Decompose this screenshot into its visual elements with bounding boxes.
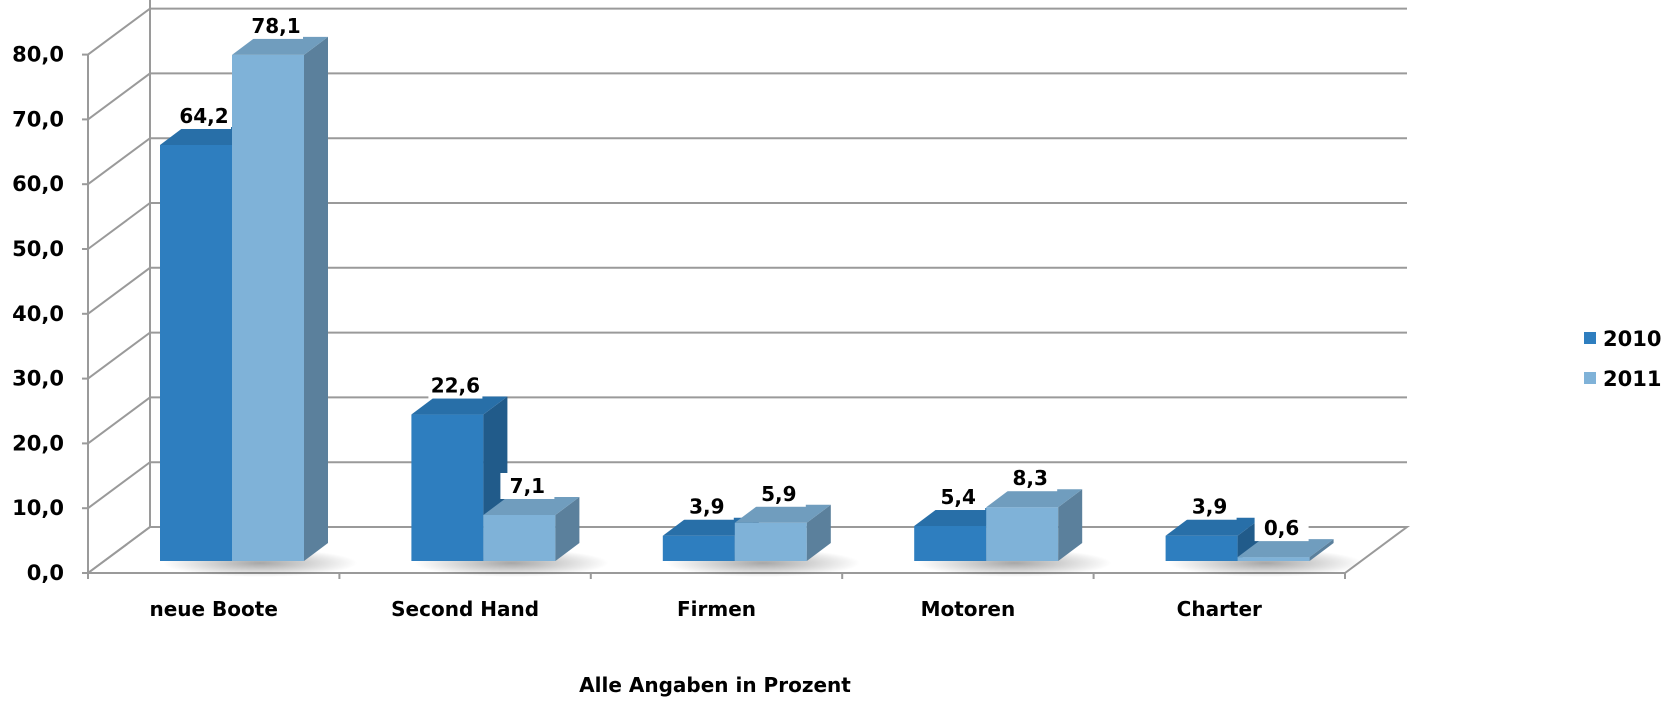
data-label: 5,9 (761, 482, 796, 506)
gridline (87, 396, 1407, 445)
data-label: 64,2 (179, 104, 228, 128)
y-tick-label: 50,0 (12, 237, 64, 261)
bar-top (1237, 539, 1334, 558)
axes (82, 53, 1411, 579)
data-label: 78,1 (251, 14, 300, 38)
data-labels: 64,2 78,1 22,6 7,1 3,9 5,9 5,4 8,3 3,9 0,6 (177, 12, 1309, 542)
bar-side (555, 496, 580, 561)
data-label-bg (428, 372, 483, 399)
x-category-labels: neue Boote Second Hand Firmen Motoren Charte… (149, 597, 1262, 621)
bar-front (160, 144, 232, 561)
x-category-label: Charter (1177, 597, 1262, 621)
bar-side (304, 36, 328, 562)
y-tick-label: 40,0 (12, 302, 64, 326)
y-tick-label: 70,0 (12, 107, 64, 131)
bar-front (1165, 535, 1238, 561)
y-tick-label: 20,0 (12, 431, 64, 455)
gridline (87, 202, 1407, 250)
y-tick-label: 0,0 (27, 561, 64, 585)
legend-label-2010: 2010 (1603, 327, 1661, 351)
data-label: 3,9 (1192, 495, 1227, 519)
bar-top (483, 496, 580, 515)
gridline (87, 461, 1407, 510)
bar-front (411, 414, 484, 561)
gridline (87, 331, 1407, 380)
bar-front (1237, 557, 1310, 561)
data-label-bg (679, 493, 734, 520)
legend-swatch-2010 (1584, 332, 1596, 344)
y-tick-labels: 0,0 10,0 20,0 30,0 40,0 50,0 60,0 70,0 80,0 (12, 43, 64, 585)
bar-top (734, 504, 831, 523)
bar-front (986, 507, 1059, 561)
bar-2011-firmen (734, 504, 831, 561)
bar-top (986, 489, 1083, 508)
y-tick-label: 30,0 (12, 367, 64, 391)
floor (84, 526, 1411, 574)
data-label-bg (751, 480, 806, 507)
data-label-bg (1003, 465, 1058, 492)
bar-2011-charter (1237, 539, 1334, 561)
x-category-label: Firmen (677, 597, 756, 621)
bar-2011-motoren (986, 489, 1083, 561)
data-label-bg (177, 102, 231, 129)
bar-top (411, 396, 508, 415)
bar-2011-neue-boote (232, 36, 328, 562)
x-category-label: neue Boote (149, 597, 277, 621)
bar-front (483, 514, 556, 561)
bar-front (734, 522, 807, 561)
x-axis-title: Alle Angaben in Prozent (579, 673, 851, 697)
legend-swatch-2011 (1584, 372, 1596, 384)
y-tick-label: 10,0 (12, 496, 64, 520)
data-label-bg (500, 472, 555, 499)
data-label-bg (931, 484, 986, 511)
gridline (87, 72, 1407, 121)
gridline (87, 137, 1407, 186)
bar-side (1309, 539, 1334, 561)
bar-front (662, 535, 735, 561)
bar-side (1058, 489, 1083, 561)
data-label: 0,6 (1264, 516, 1299, 540)
data-label-bg (1182, 493, 1237, 520)
data-label: 8,3 (1012, 466, 1047, 490)
bar-side (806, 504, 831, 561)
data-label-bg (1254, 515, 1309, 542)
bar-front (914, 526, 987, 561)
bar-top (1165, 517, 1262, 536)
data-label: 7,1 (510, 474, 545, 498)
data-label: 3,9 (689, 495, 724, 519)
data-label: 5,4 (940, 485, 975, 509)
data-label-bg (249, 12, 303, 39)
gridline (87, 7, 1407, 56)
y-tick-label: 80,0 (12, 43, 64, 67)
x-category-label: Second Hand (391, 597, 539, 621)
gridline (87, 266, 1407, 315)
data-label: 22,6 (431, 374, 480, 398)
legend-label-2011: 2011 (1603, 367, 1661, 391)
x-category-label: Motoren (921, 597, 1016, 621)
bar-front (232, 54, 304, 562)
bar-top (232, 36, 328, 55)
legend: 2010 2011 (1584, 327, 1661, 391)
bar-2011-second-hand (483, 496, 580, 561)
y-tick-label: 60,0 (12, 172, 64, 196)
bars (160, 36, 1334, 562)
